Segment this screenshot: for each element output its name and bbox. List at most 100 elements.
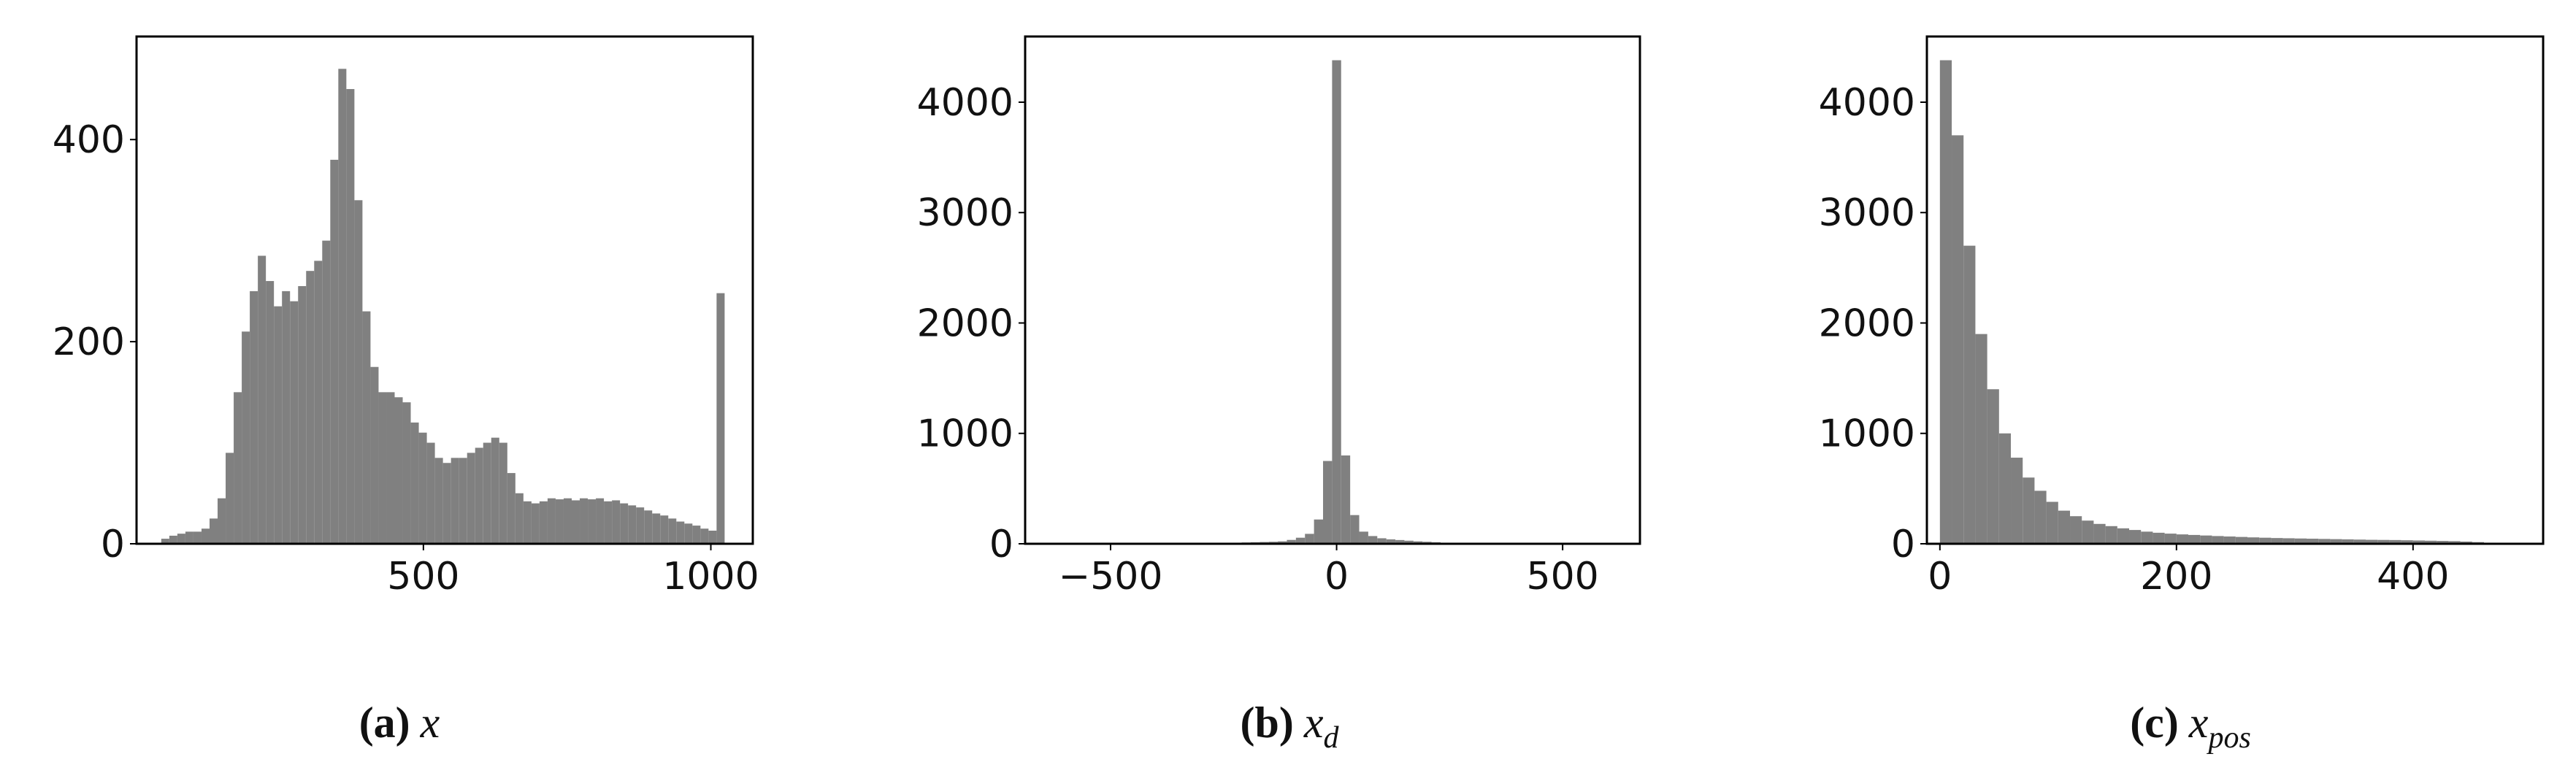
bar — [2353, 539, 2366, 544]
caption-variable: x — [420, 699, 440, 747]
bar — [177, 534, 185, 544]
bar — [1952, 135, 1964, 544]
bar — [1278, 541, 1287, 544]
bar — [2034, 490, 2047, 544]
bar — [2023, 477, 2035, 544]
bar — [2366, 539, 2378, 544]
caption: (c) xpos — [2130, 699, 2251, 755]
bar — [2282, 538, 2295, 544]
bar — [1998, 433, 2012, 544]
bar — [588, 499, 597, 544]
x-tick-label: 200 — [2140, 555, 2212, 599]
y-tick-label: 4000 — [1819, 81, 1915, 125]
bar — [370, 366, 379, 544]
bar — [2200, 535, 2212, 544]
y-tick-label: 1000 — [917, 412, 1013, 456]
bar — [2129, 530, 2142, 544]
bar — [1314, 519, 1323, 544]
bar — [2271, 538, 2283, 544]
bar — [330, 159, 339, 544]
bar — [1975, 334, 1987, 544]
bar — [193, 531, 202, 544]
bar — [201, 528, 210, 544]
bar — [209, 518, 218, 544]
caption-variable: x — [2188, 699, 2209, 747]
bar — [652, 513, 661, 544]
bar — [250, 291, 258, 544]
bar — [434, 458, 443, 544]
bar — [2437, 541, 2449, 544]
bar — [2093, 523, 2106, 544]
bar — [684, 523, 693, 544]
bar — [306, 271, 315, 544]
bar — [161, 539, 169, 544]
bar — [1295, 537, 1306, 544]
y-tick-label: 3000 — [917, 191, 1013, 235]
bar — [1377, 538, 1387, 544]
caption-label: (b) — [1241, 699, 1294, 747]
bar — [1341, 455, 1351, 544]
bar — [596, 498, 605, 544]
bar — [467, 453, 475, 544]
y-tick-label: 200 — [53, 320, 125, 364]
bar — [499, 442, 507, 544]
bar — [362, 311, 371, 544]
caption: (a) x — [359, 699, 440, 747]
bar — [660, 515, 669, 544]
bar — [266, 281, 275, 544]
bar — [298, 285, 307, 544]
bar — [226, 453, 234, 544]
bar — [636, 507, 645, 544]
caption-variable: x — [1303, 699, 1324, 747]
bar — [2460, 541, 2472, 544]
bar — [507, 473, 515, 544]
bar — [234, 392, 242, 544]
bar — [426, 442, 435, 544]
bar — [2011, 458, 2023, 544]
bar — [402, 402, 411, 544]
bar — [2141, 531, 2153, 544]
bar — [531, 503, 540, 544]
bar — [418, 432, 427, 544]
axes-frame — [135, 35, 754, 545]
bar — [2058, 510, 2071, 544]
bar — [2259, 537, 2272, 544]
bar — [282, 291, 291, 544]
caption-label: (c) — [2130, 699, 2179, 747]
bar — [410, 422, 419, 544]
y-tick-label: 2000 — [917, 301, 1013, 345]
bar — [451, 458, 459, 544]
bar — [475, 447, 483, 544]
panel: −500 0 500 0 1000 2000 3000 4000 (b) xd — [917, 35, 1641, 755]
bar — [571, 500, 580, 544]
bar — [555, 499, 564, 544]
y-tick-label: 3000 — [1819, 191, 1915, 235]
bar — [2117, 528, 2130, 544]
bar — [2070, 516, 2082, 544]
bar — [2176, 534, 2189, 544]
bar — [620, 503, 629, 544]
y-tick-label: 0 — [101, 523, 125, 566]
y-tick-label: 0 — [1891, 523, 1915, 566]
bar — [547, 498, 556, 544]
bar — [322, 240, 331, 544]
caption-label: (a) — [359, 699, 410, 747]
bar — [515, 493, 524, 544]
bar — [523, 501, 532, 544]
bar — [2223, 536, 2236, 544]
y-tick-label: 2000 — [1819, 301, 1915, 345]
bar — [692, 526, 701, 544]
bar — [2389, 539, 2401, 544]
bar — [604, 501, 613, 544]
bar — [1350, 515, 1360, 544]
bar — [218, 498, 226, 544]
bar — [563, 498, 572, 544]
bar — [612, 500, 621, 544]
bar — [2330, 539, 2342, 544]
y-tick-label: 400 — [53, 118, 125, 162]
bar — [2235, 536, 2248, 544]
bar — [459, 458, 467, 544]
bar — [185, 531, 193, 544]
bar — [169, 535, 177, 544]
axes-frame — [1024, 35, 1641, 545]
